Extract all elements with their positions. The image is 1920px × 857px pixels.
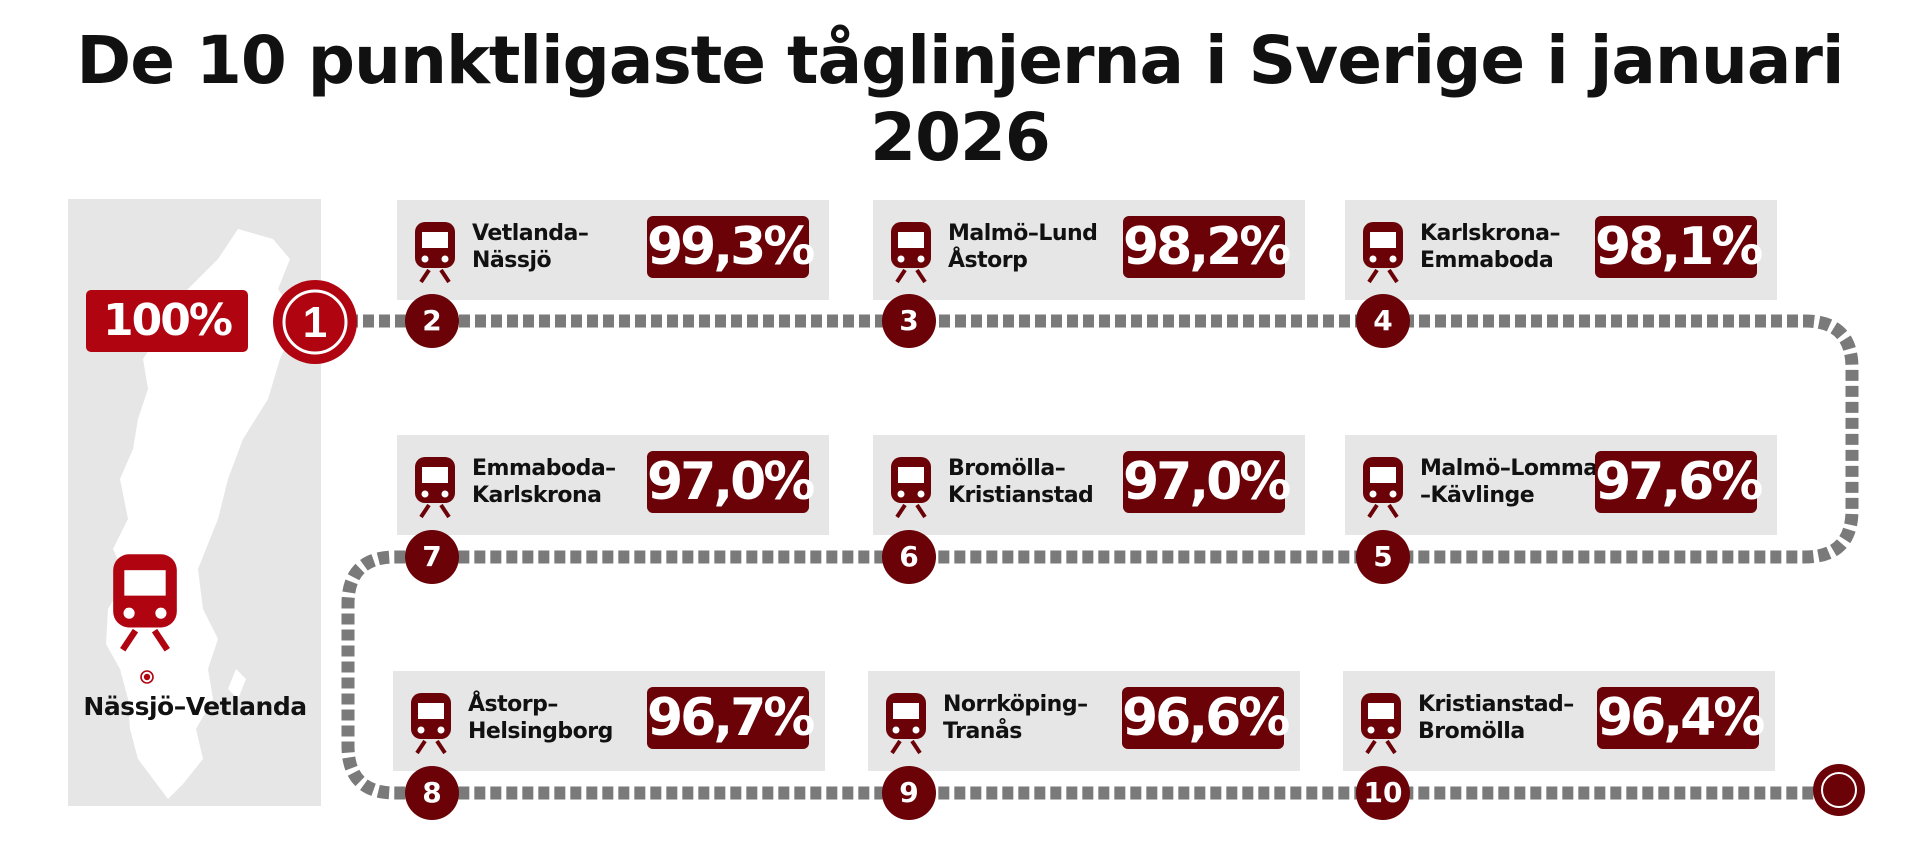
line-card: Norrköping– Tranås 96,6% <box>868 671 1300 771</box>
train-icon <box>411 693 451 755</box>
percent-badge: 98,2% <box>1123 216 1291 278</box>
percent-badge: 98,1% <box>1595 216 1763 278</box>
rank-marker: 10 <box>1356 766 1410 820</box>
line-name: Emmaboda– Karlskrona <box>472 456 616 508</box>
rank-marker: 5 <box>1356 530 1410 584</box>
line-name: Kristianstad– Bromölla <box>1418 692 1574 744</box>
rank-marker: 3 <box>882 294 936 348</box>
winner-percent-badge: 100% <box>86 290 248 352</box>
train-icon <box>1363 457 1403 519</box>
line-name: Norrköping– Tranås <box>943 692 1088 744</box>
train-icon <box>1363 222 1403 284</box>
line-card: Karlskrona– Emmaboda 98,1% <box>1345 200 1777 300</box>
line-name: Malmö–Lund Åstorp <box>948 221 1098 273</box>
percent-badge: 97,0% <box>1123 451 1291 513</box>
page-title: De 10 punktligaste tåglinjerna i Sverige… <box>76 22 1844 176</box>
rank-marker: 6 <box>882 530 936 584</box>
percent-badge: 97,6% <box>1595 451 1763 513</box>
percent-badge: 99,3% <box>647 216 815 278</box>
percent-badge: 96,6% <box>1122 687 1290 749</box>
line-name: Vetlanda– Nässjö <box>472 221 589 273</box>
rank-marker: 2 <box>405 294 459 348</box>
sweden-map-icon <box>106 229 298 799</box>
rank-marker: 7 <box>405 530 459 584</box>
line-card: Emmaboda– Karlskrona 97,0% <box>397 435 829 535</box>
winner-line-label: Nässjö–Vetlanda <box>83 692 307 721</box>
rank-marker: 8 <box>405 766 459 820</box>
percent-badge: 97,0% <box>647 451 815 513</box>
line-name: Karlskrona– Emmaboda <box>1420 221 1560 273</box>
train-icon <box>886 693 926 755</box>
train-icon <box>891 222 931 284</box>
percent-badge: 96,7% <box>647 687 815 749</box>
line-card: Åstorp– Helsingborg 96,7% <box>393 671 825 771</box>
line-card: Malmö–Lomma –Kävlinge 97,6% <box>1345 435 1777 535</box>
line-name: Malmö–Lomma –Kävlinge <box>1420 456 1598 508</box>
rank-marker: 9 <box>882 766 936 820</box>
rank-marker: 4 <box>1356 294 1410 348</box>
train-icon <box>1361 693 1401 755</box>
end-marker <box>1813 764 1865 816</box>
start-rank-circle: 1 <box>273 280 357 364</box>
percent-badge: 96,4% <box>1597 687 1765 749</box>
line-card: Vetlanda– Nässjö 99,3% <box>397 200 829 300</box>
train-icon <box>415 457 455 519</box>
train-icon <box>891 457 931 519</box>
train-icon <box>113 554 177 652</box>
line-name: Bromölla– Kristianstad <box>948 456 1094 508</box>
line-name: Åstorp– Helsingborg <box>468 692 613 744</box>
train-icon <box>415 222 455 284</box>
line-card: Bromölla– Kristianstad 97,0% <box>873 435 1305 535</box>
location-dot-icon <box>140 670 154 684</box>
line-card: Malmö–Lund Åstorp 98,2% <box>873 200 1305 300</box>
winner-rank: 1 <box>303 298 327 347</box>
line-card: Kristianstad– Bromölla 96,4% <box>1343 671 1775 771</box>
